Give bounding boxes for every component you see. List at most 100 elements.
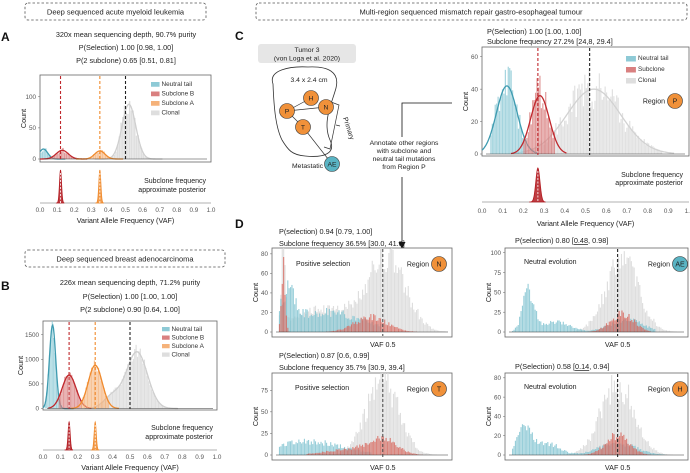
histogram-bar <box>308 439 310 455</box>
x-tick-label: 0.3 <box>540 208 549 215</box>
header-segment: Subclone frequency 36.5% [30.0, 41.0] <box>279 239 405 248</box>
histogram-bar <box>636 137 638 154</box>
histogram-bar <box>118 136 121 159</box>
section-title-breast: Deep sequenced breast adenocarcinoma <box>56 255 194 264</box>
histogram-bar <box>621 113 624 154</box>
y-tick-label: 80 <box>494 375 502 382</box>
histogram-bar <box>111 393 114 409</box>
histogram-bar <box>619 122 621 154</box>
histogram-bar <box>339 329 341 332</box>
connector-arrow: Annotate other regions with subclone and… <box>362 102 452 249</box>
histogram-bar <box>558 320 560 332</box>
histogram-bar <box>355 431 357 455</box>
histogram-bar <box>595 314 597 332</box>
histogram-subclone-a <box>81 360 109 409</box>
histogram-bar <box>607 100 609 154</box>
histogram-bar <box>370 442 372 455</box>
histogram-bar <box>366 293 368 332</box>
histogram-bar <box>639 139 641 154</box>
histogram-bar <box>428 453 431 455</box>
histogram-bar <box>148 381 150 409</box>
x-tick-label: 0.1 <box>56 454 65 461</box>
histogram-bar <box>652 329 654 332</box>
histogram-bar <box>346 326 348 332</box>
histogram-bar <box>389 248 391 332</box>
histogram-bar <box>597 88 599 154</box>
histogram-bar <box>290 287 292 332</box>
histogram-bar <box>583 453 585 455</box>
histogram-bar <box>662 454 664 455</box>
histogram-bar <box>344 448 346 455</box>
histogram-bar <box>562 126 564 154</box>
histogram-bar <box>294 304 296 332</box>
x-axis-label: VAF 0.5 <box>605 340 630 349</box>
histogram-bar <box>572 90 574 154</box>
histogram-bar <box>400 448 402 455</box>
histogram-bar <box>668 454 670 455</box>
histogram-bar <box>392 393 395 455</box>
histogram-bar <box>537 444 539 455</box>
y-axis-label: Count <box>484 407 493 426</box>
histogram-bar <box>327 450 329 455</box>
panel-label-c: C <box>235 29 244 43</box>
histogram-bar <box>648 454 650 455</box>
svg-text:H: H <box>309 96 314 103</box>
histogram-bar <box>576 452 578 455</box>
histogram-bar <box>617 97 619 154</box>
histogram-bar <box>633 409 635 455</box>
histogram-bar <box>368 277 371 332</box>
histogram-bar <box>406 330 408 332</box>
histogram-bar <box>588 321 590 332</box>
histogram-bar <box>345 317 347 332</box>
legend-swatch <box>151 110 160 116</box>
histogram-bar <box>581 329 583 332</box>
histogram-bar <box>359 322 361 332</box>
region-label: Region <box>407 387 429 394</box>
histogram-bar <box>320 441 322 455</box>
histogram-bar <box>659 454 662 455</box>
histogram-bar <box>644 453 646 455</box>
histogram-bar <box>354 436 356 455</box>
histogram-bar <box>378 318 380 332</box>
legend-label: Subclone A <box>162 100 195 107</box>
histogram-bar <box>566 325 569 332</box>
histogram-bar <box>388 441 390 455</box>
histogram-bar <box>312 316 314 332</box>
histogram-bar <box>565 450 567 455</box>
histogram-bar <box>51 321 53 409</box>
histogram-bar <box>645 325 647 332</box>
histogram-bar <box>332 310 335 332</box>
histogram-bar <box>144 156 146 159</box>
histogram-bar <box>385 324 387 332</box>
histogram-bar <box>579 329 581 332</box>
histogram-bar <box>627 443 629 455</box>
histogram-bar <box>638 451 640 455</box>
histogram-bar <box>660 452 662 455</box>
histogram-bar <box>534 92 537 154</box>
histogram-bar <box>598 408 600 455</box>
histogram-bar <box>310 453 312 455</box>
histogram-bar <box>555 123 557 154</box>
histogram-bar <box>649 316 651 332</box>
region-label: Region <box>407 262 429 269</box>
histogram-bar <box>588 439 590 455</box>
histogram-bar <box>69 372 71 409</box>
histogram-bar <box>113 389 115 409</box>
histogram-bar <box>345 448 347 455</box>
histogram-bar <box>306 440 308 455</box>
histogram-bar <box>521 424 524 455</box>
header-segment: P(Selection) 1.00 [0.98, 1.00] <box>79 43 174 52</box>
histogram-bar <box>355 301 357 332</box>
histogram-bar <box>378 264 380 332</box>
histogram-bar <box>522 137 524 154</box>
histogram-bar <box>420 451 422 455</box>
histogram-bar <box>539 75 541 154</box>
histogram-bar <box>555 322 557 332</box>
histogram-bar <box>356 433 359 455</box>
histogram-bar <box>631 446 633 455</box>
histogram-bar <box>640 427 642 455</box>
histogram-bar <box>369 401 371 455</box>
histogram-bar <box>526 430 528 455</box>
histogram-bar <box>624 131 627 154</box>
histogram-bar <box>352 322 354 332</box>
